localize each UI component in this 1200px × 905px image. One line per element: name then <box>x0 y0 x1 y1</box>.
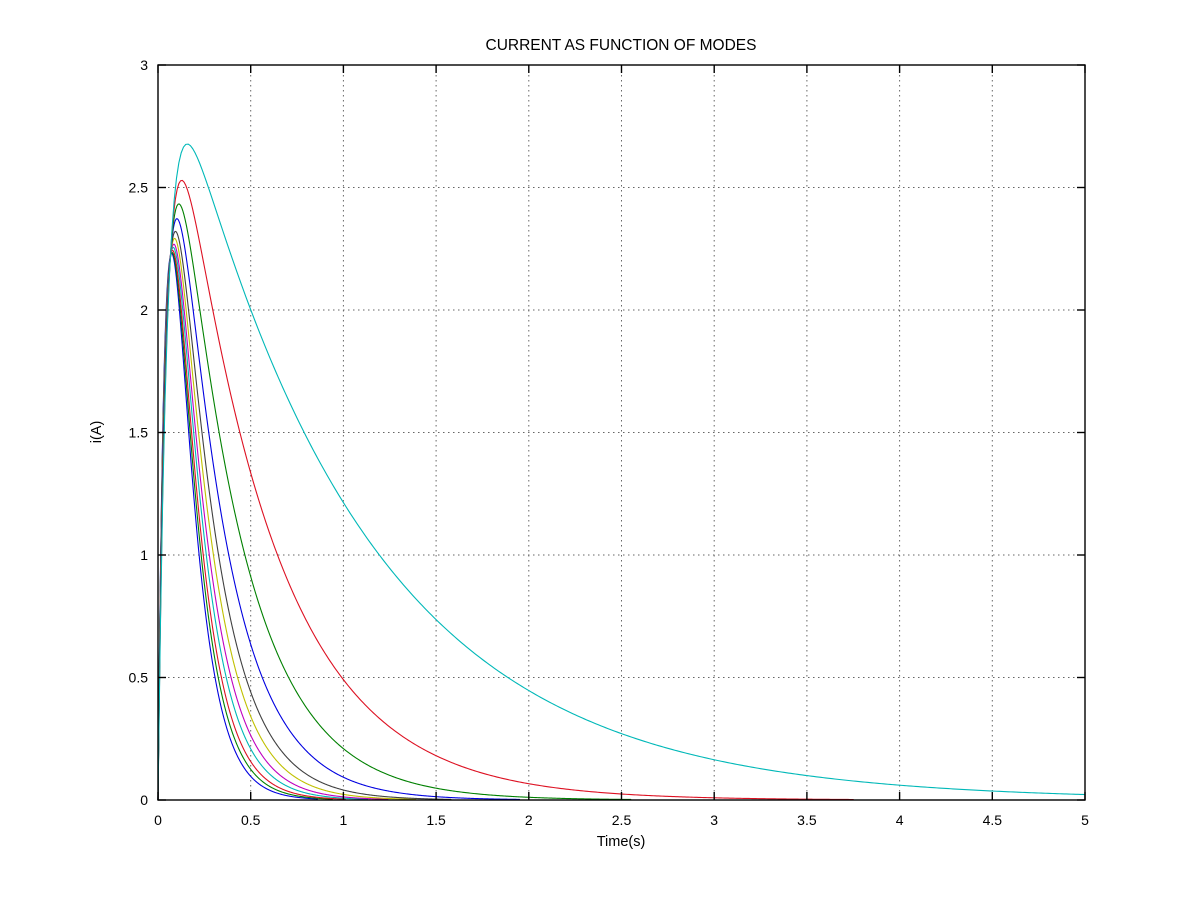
y-tick-label: 1 <box>140 547 148 563</box>
y-tick-label: 0 <box>140 792 148 808</box>
y-tick-label: 0.5 <box>129 670 149 686</box>
x-axis-label: Time(s) <box>597 834 646 850</box>
series-line-mode-9 <box>157 203 632 801</box>
chart-title: CURRENT AS FUNCTION OF MODES <box>486 37 757 54</box>
x-tick-label: 2.5 <box>612 812 632 828</box>
series-line-mode-2 <box>157 252 333 801</box>
series-line-mode-4 <box>157 246 369 801</box>
x-tick-label: 4 <box>896 812 904 828</box>
x-tick-label: 1.5 <box>426 812 446 828</box>
x-tick-label: 3 <box>710 812 718 828</box>
series-line-mode-8 <box>157 218 521 801</box>
series-line-mode-10 <box>157 179 854 801</box>
series-line-mode-11 <box>157 143 1086 801</box>
tick-layer <box>157 64 1086 801</box>
tick-label-layer: 0 0.5 1 1.5 2 2.5 3 3.5 4 4.5 5 0 0.5 1 1.5 2 2.5 3 <box>129 57 1090 828</box>
x-tick-label: 0 <box>154 812 162 828</box>
grid-layer <box>158 65 1085 800</box>
series-line-mode-6 <box>157 237 417 801</box>
x-tick-label: 3.5 <box>797 812 817 828</box>
series-layer <box>157 143 1086 801</box>
y-tick-label: 1.5 <box>129 425 149 441</box>
x-tick-label: 1 <box>340 812 348 828</box>
y-axis-label: i(A) <box>89 421 105 444</box>
x-tick-label: 4.5 <box>983 812 1003 828</box>
x-tick-label: 0.5 <box>241 812 261 828</box>
x-tick-label: 5 <box>1081 812 1089 828</box>
y-tick-label: 3 <box>140 57 148 73</box>
series-line-mode-3 <box>157 249 346 801</box>
x-tick-label: 2 <box>525 812 533 828</box>
y-tick-label: 2 <box>140 302 148 318</box>
series-line-mode-7 <box>157 230 452 801</box>
series-line-mode-5 <box>157 243 389 801</box>
y-tick-label: 2.5 <box>129 180 149 196</box>
series-line-mode-1 <box>157 252 318 801</box>
